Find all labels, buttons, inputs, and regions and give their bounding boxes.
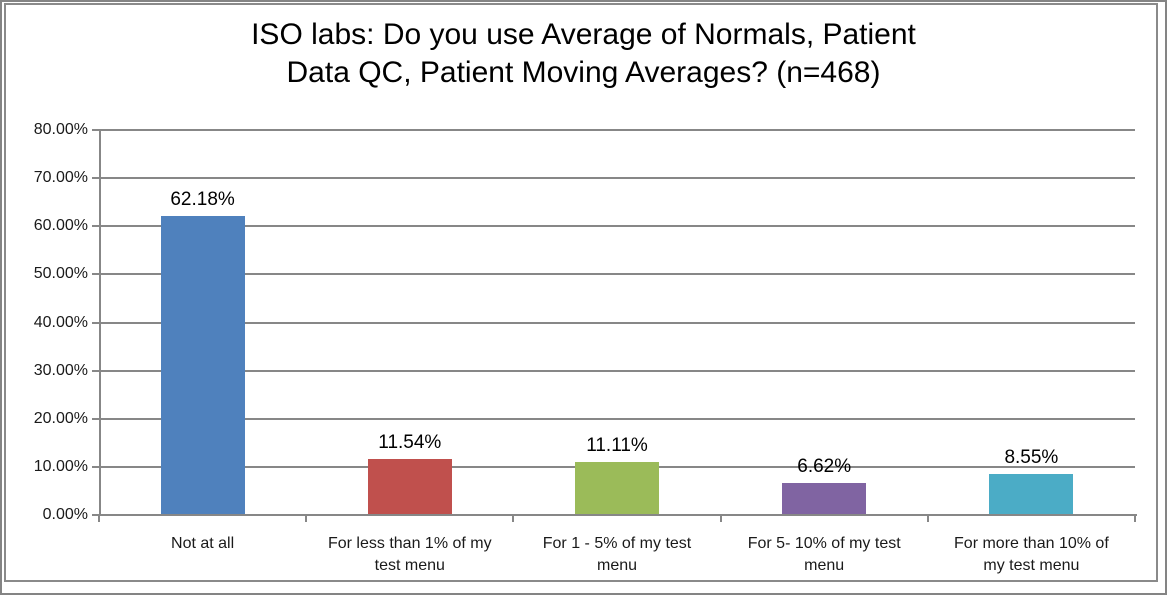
x-axis-category-label-line: For 5- 10% of my test [747, 535, 901, 552]
gridline-70 [99, 177, 1135, 180]
y-axis-tick [92, 177, 100, 180]
y-axis-tick-label: 30.00% [33, 361, 88, 379]
y-axis-tick-label: 0.00% [42, 506, 88, 523]
bar-value-label: 11.11% [586, 434, 648, 456]
x-axis-category-label-line: For less than 1% of my [327, 535, 492, 552]
gridline-20 [99, 417, 1135, 420]
bar-4 [782, 483, 867, 515]
y-axis-tick-label: 20.00% [33, 409, 88, 427]
y-axis-tick-label: 50.00% [33, 265, 88, 283]
y-axis-tick [92, 465, 100, 468]
y-axis-tick-label: 80.00% [33, 121, 88, 138]
x-axis-category-label-line: my test menu [983, 557, 1080, 574]
y-axis-tick [92, 417, 100, 420]
x-axis-category-label-line: For 1 - 5% of my test [542, 535, 692, 552]
y-axis-tick-label: 10.00% [33, 457, 88, 475]
y-axis-tick-label: 40.00% [33, 313, 88, 331]
x-axis-tick [926, 514, 929, 522]
y-axis-tick-label: 60.00% [33, 217, 88, 235]
gridline-50 [99, 273, 1135, 276]
y-axis-tick [92, 225, 100, 228]
x-axis-category-label: Not at all [98, 533, 308, 555]
y-axis-line [99, 130, 101, 516]
x-axis-category-label: For 5- 10% of my test menu [719, 533, 929, 577]
x-axis-tick [512, 514, 515, 522]
x-axis-category-label-line: test menu [374, 557, 445, 574]
gridline-30 [99, 369, 1135, 372]
bar-2 [367, 459, 452, 515]
y-axis-tick-label: 70.00% [33, 169, 88, 187]
gridline-80 [99, 129, 1135, 131]
bar-3 [575, 461, 659, 515]
chart-title-line-2: Data QC, Patient Moving Averages? (n=468… [286, 56, 881, 89]
x-axis-tick [1134, 514, 1136, 522]
bar-value-label: 62.18% [170, 188, 235, 210]
chart-title-line-1: ISO labs: Do you use Average of Normals,… [251, 18, 916, 51]
y-axis-tick [92, 369, 100, 372]
x-axis-category-label-line: For more than 10% of [954, 535, 1109, 552]
gridline-40 [99, 321, 1135, 324]
bar-value-label: 6.62% [797, 456, 852, 478]
x-axis-category-label: For more than 10% of my test menu [926, 533, 1136, 577]
bar-value-label: 11.54% [378, 432, 442, 454]
bar-value-label: 8.55% [1004, 446, 1059, 468]
x-axis-line [99, 514, 1137, 516]
y-axis-tick [92, 129, 100, 131]
plot-area [99, 129, 1135, 515]
bar-5 [989, 473, 1074, 515]
bar-1 [160, 215, 245, 515]
x-axis-category-label-line: menu [596, 557, 638, 574]
y-axis-tick [92, 273, 100, 276]
x-axis-tick [305, 514, 308, 522]
chart-title: ISO labs: Do you use Average of Normals,… [40, 16, 1127, 92]
x-axis-category-label-line: Not at all [171, 535, 235, 552]
gridline-60 [99, 225, 1135, 228]
y-axis-tick [92, 514, 100, 516]
x-axis-category-label: For 1 - 5% of my test menu [512, 533, 722, 577]
y-axis-tick [92, 321, 100, 324]
x-axis-tick [719, 514, 722, 522]
x-axis-category-label: For less than 1% of my test menu [305, 533, 515, 577]
x-axis-category-label-line: menu [804, 557, 845, 574]
x-axis-tick [98, 514, 100, 522]
